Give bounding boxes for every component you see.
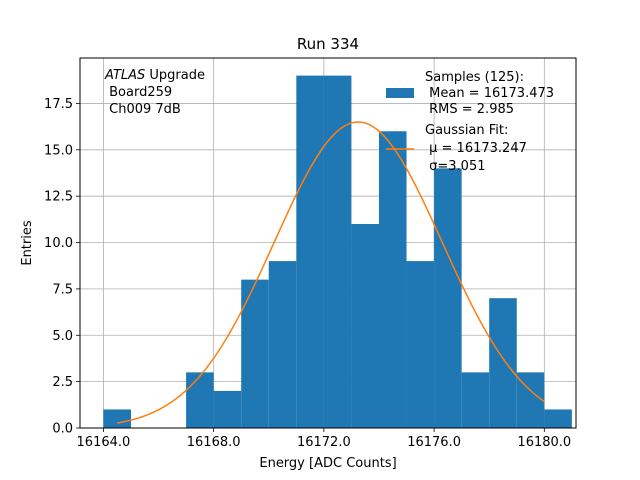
y-tick-label: 10.0 — [44, 236, 73, 251]
histogram-bar — [544, 409, 572, 428]
annotation-line-2: Board259 — [105, 85, 172, 100]
annotation-line-1: ATLAS Upgrade — [104, 68, 205, 83]
x-tick-label: 16172.0 — [297, 435, 351, 450]
histogram-bar — [296, 75, 324, 428]
histogram-bar — [103, 409, 131, 428]
legend-samples-swatch — [386, 88, 414, 98]
histogram-bar — [434, 168, 462, 428]
histogram-bars — [103, 75, 572, 428]
histogram-bar — [323, 75, 352, 428]
legend: Samples (125): Mean = 16173.473 RMS = 2.… — [386, 70, 554, 174]
legend-samples-line-1: Samples (125): — [425, 70, 524, 85]
y-tick-label: 2.5 — [52, 375, 73, 390]
histogram-bar — [461, 372, 490, 428]
histogram-bar — [241, 279, 269, 428]
histogram-bar — [186, 372, 214, 428]
axis-ticks: 16164.0 16168.0 16172.0 16176.0 16180.0 0.0 2.… — [44, 97, 571, 450]
x-tick-label: 16176.0 — [407, 435, 461, 450]
legend-fit-line-2: μ = 16173.247 — [425, 141, 527, 156]
annotation-line-1-rest: Upgrade — [145, 68, 205, 83]
chart-title: Run 334 — [297, 35, 359, 53]
atlas-annotation: ATLAS Upgrade Board259 Ch009 7dB — [104, 68, 205, 117]
gaussian-fit — [117, 121, 545, 424]
x-axis-label: Energy [ADC Counts] — [259, 456, 396, 471]
x-tick-label: 16180.0 — [517, 435, 571, 450]
y-axis-label: Entries — [20, 220, 35, 266]
y-tick-label: 7.5 — [52, 282, 73, 297]
annotation-italic: ATLAS — [104, 68, 145, 83]
y-tick-label: 0.0 — [52, 422, 73, 437]
legend-samples-line-2: Mean = 16173.473 — [425, 86, 554, 101]
y-tick-label: 5.0 — [52, 329, 73, 344]
legend-samples-line-3: RMS = 2.985 — [425, 102, 514, 117]
y-tick-label: 17.5 — [44, 97, 73, 112]
legend-fit-line-3: σ=3.051 — [425, 159, 485, 174]
histogram-bar — [213, 390, 242, 428]
histogram-bar — [378, 131, 407, 428]
histogram-bar — [268, 261, 297, 428]
x-tick-label: 16164.0 — [77, 435, 131, 450]
annotation-line-3: Ch009 7dB — [105, 102, 181, 117]
y-tick-label: 12.5 — [44, 190, 73, 205]
histogram-bar — [351, 223, 379, 428]
legend-fit-line-1: Gaussian Fit: — [425, 123, 508, 138]
histogram-bar — [489, 298, 517, 428]
y-tick-label: 15.0 — [44, 143, 73, 158]
x-tick-label: 16168.0 — [187, 435, 241, 450]
plot-frame — [79, 57, 577, 429]
histogram-bar — [406, 261, 435, 428]
fit-curve — [117, 121, 545, 424]
